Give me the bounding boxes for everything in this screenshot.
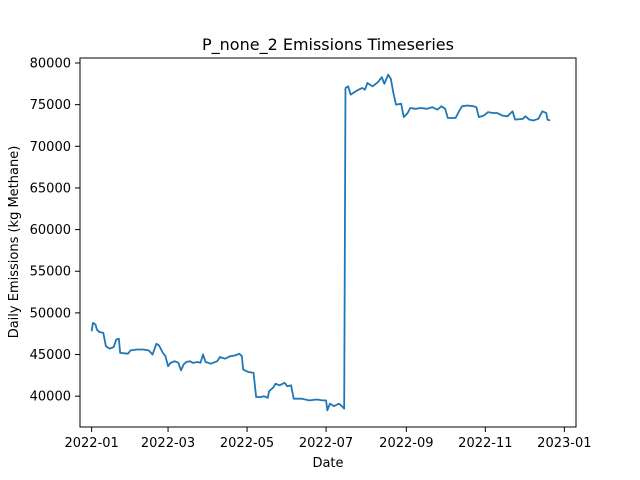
x-tick-label: 2022-07 [299, 436, 353, 451]
emissions-series-line [90, 73, 551, 412]
y-tick-label: 80000 [30, 56, 71, 71]
x-tick-label: 2022-11 [458, 436, 512, 451]
y-tick-label: 70000 [30, 140, 71, 155]
x-tick-label: 2022-01 [64, 436, 118, 451]
y-tick-label: 55000 [30, 265, 71, 280]
plot-frame [79, 57, 577, 428]
plot-area [90, 73, 551, 412]
y-axis-label: Daily Emissions (kg Methane) [7, 146, 22, 339]
y-tick-label: 75000 [30, 98, 71, 113]
y-tick-label: 65000 [30, 181, 71, 196]
chart-title: P_none_2 Emissions Timeseries [202, 35, 454, 55]
y-tick-label: 45000 [30, 348, 71, 363]
y-tick-label: 60000 [30, 223, 71, 238]
x-tick-label: 2022-09 [379, 436, 433, 451]
y-tick-label: 50000 [30, 306, 71, 321]
x-tick-label: 2022-05 [220, 436, 274, 451]
x-axis-label: Date [312, 456, 343, 471]
x-tick-label: 2023-01 [537, 436, 591, 451]
y-tick-label: 40000 [30, 390, 71, 405]
x-tick-label: 2022-03 [141, 436, 195, 451]
x-axis: 2022-01 2022-03 2022-05 2022-07 2022-09 2022-… [64, 427, 592, 451]
y-axis: 40000 45000 50000 55000 60000 65000 70000 75000… [30, 56, 80, 405]
